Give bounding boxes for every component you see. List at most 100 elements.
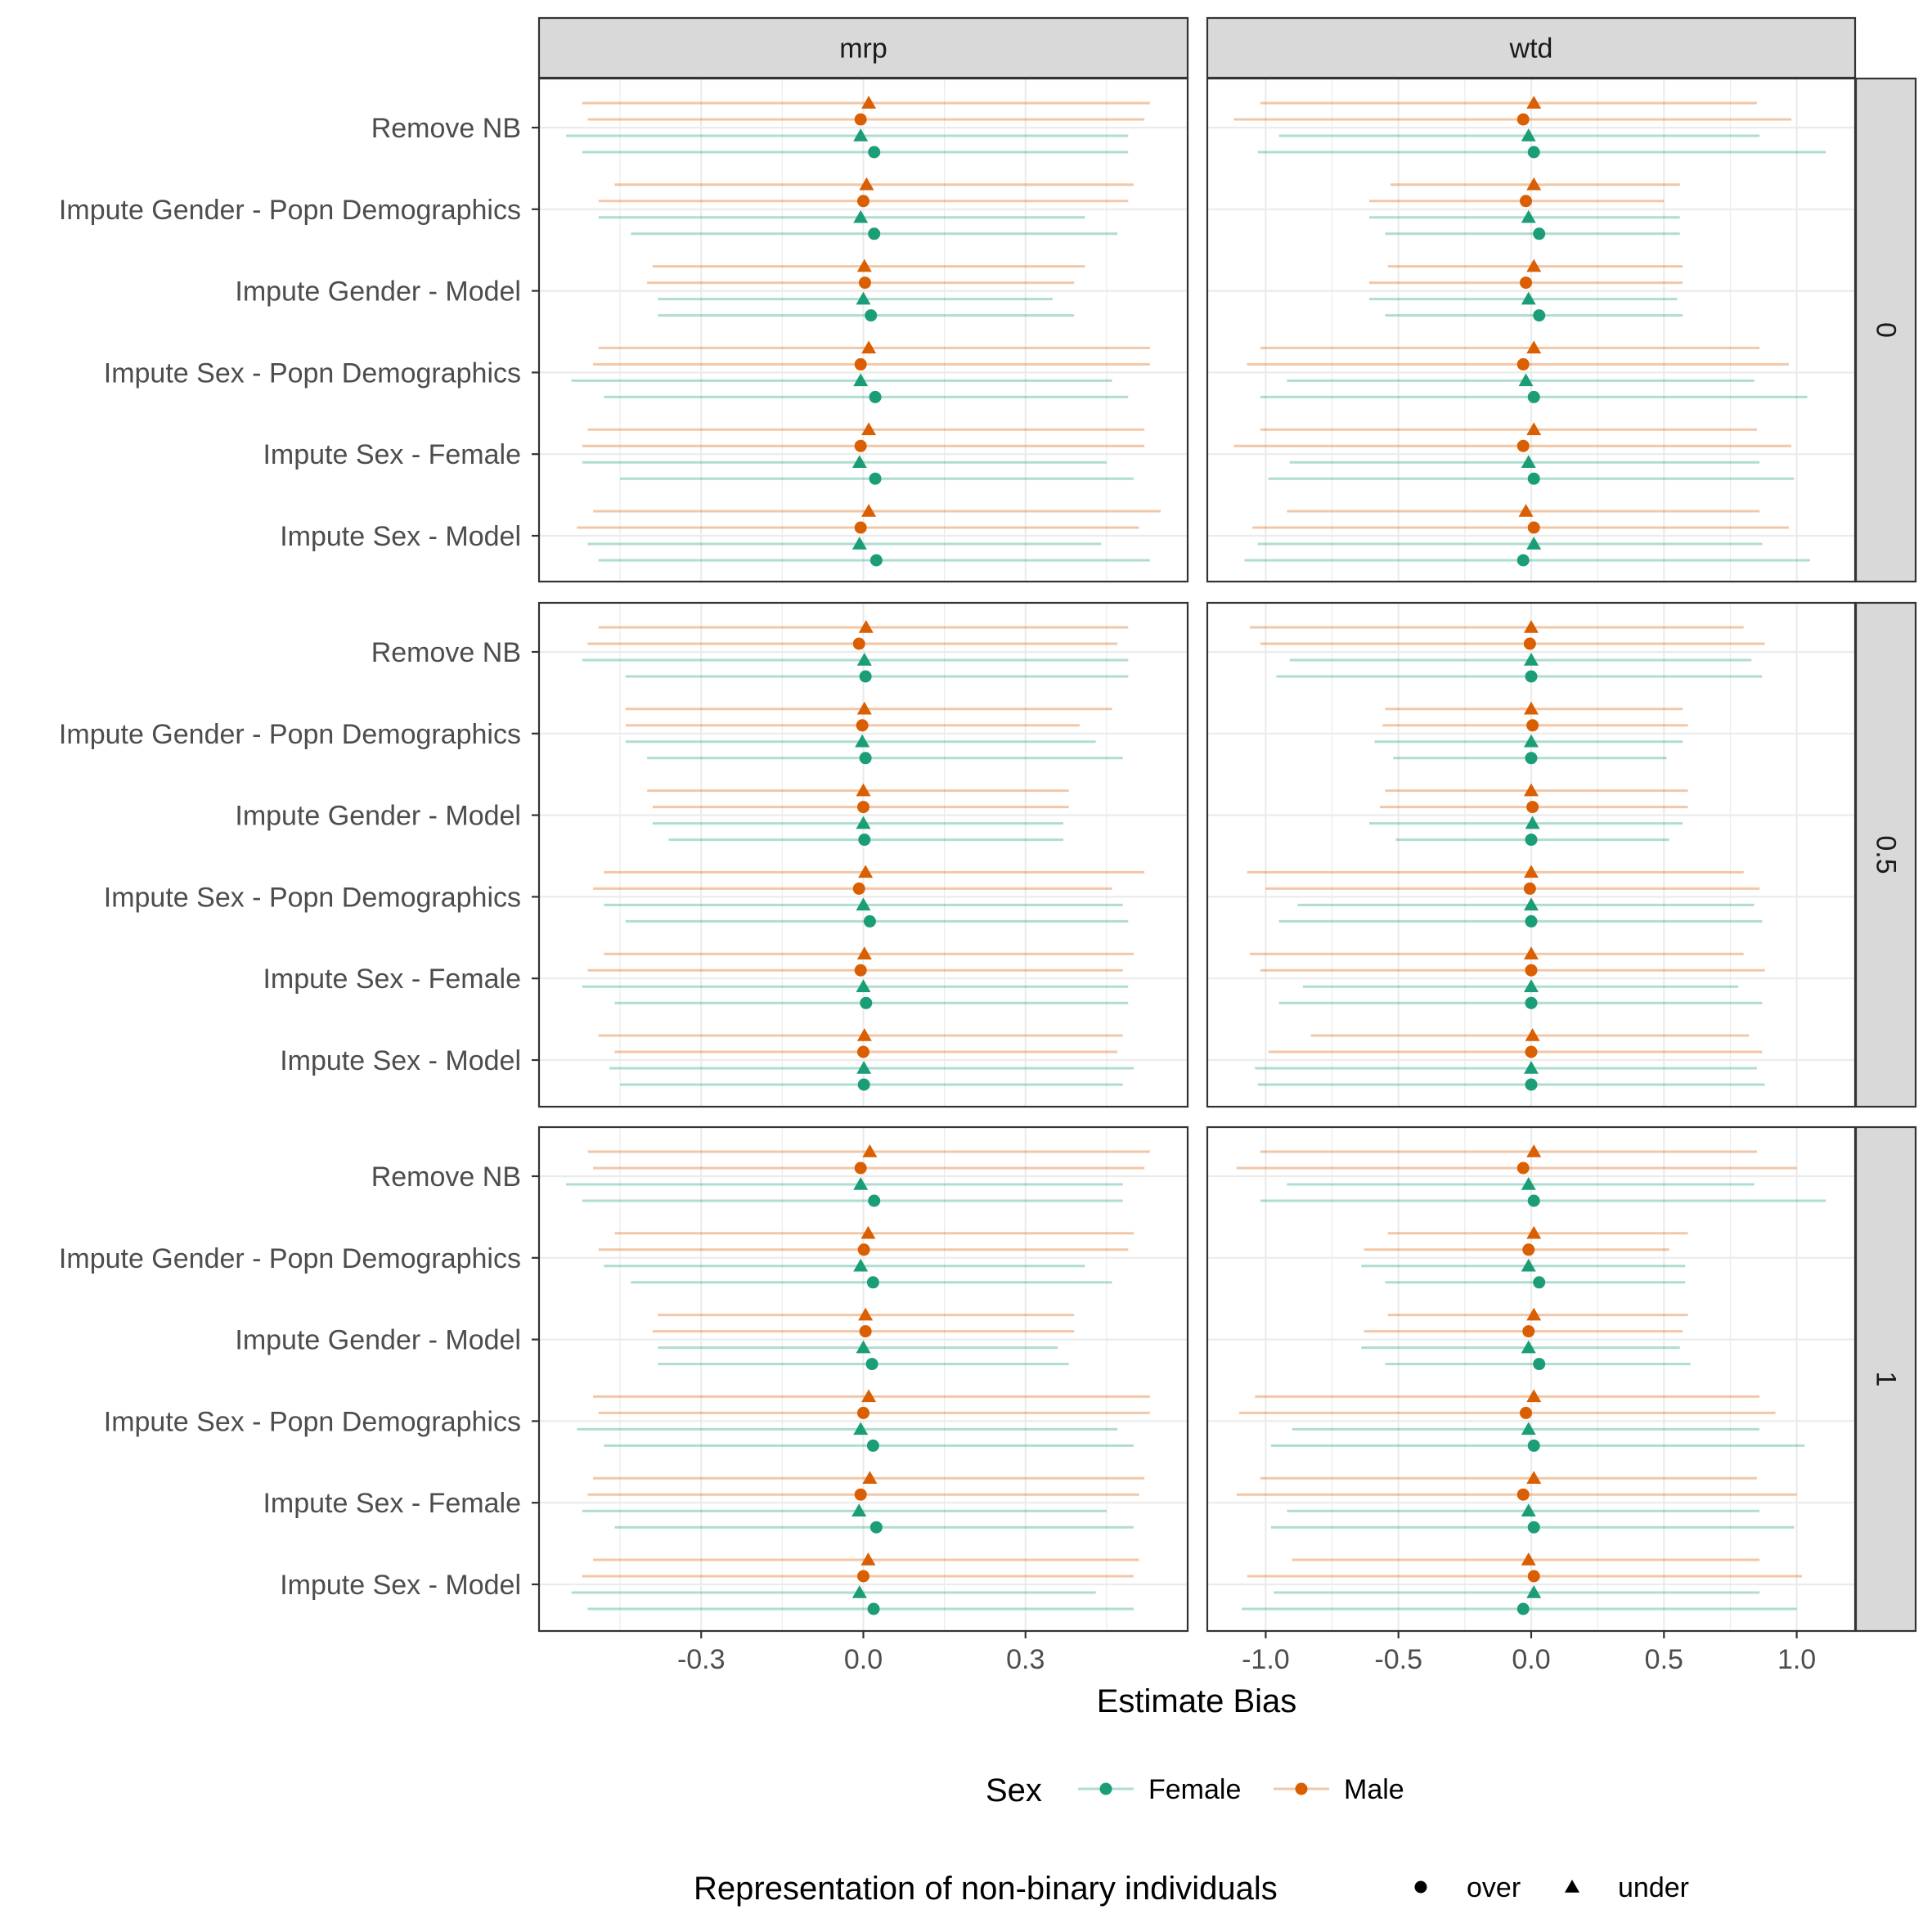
y-tick-label: Impute Sex - Model xyxy=(280,1045,521,1076)
panel-mrp-0 xyxy=(537,77,1189,583)
point-female-under xyxy=(853,128,869,142)
point-female-over xyxy=(1525,752,1538,765)
point-female-under xyxy=(853,1258,869,1272)
point-male-over xyxy=(857,195,869,208)
point-male-under xyxy=(1526,422,1542,435)
point-female-over xyxy=(859,670,872,683)
point-female-over xyxy=(1525,670,1538,683)
x-axis-title: Estimate Bias xyxy=(1097,1683,1297,1719)
point-female-over xyxy=(869,554,883,567)
point-female-over xyxy=(1527,472,1540,485)
legend-label-under: under xyxy=(1618,1872,1689,1903)
point-female-under xyxy=(851,537,867,550)
point-female-over xyxy=(1533,227,1546,240)
y-tick-label: Impute Gender - Model xyxy=(235,801,521,832)
y-tick-label: Impute Sex - Model xyxy=(280,1570,521,1601)
point-female-under xyxy=(1526,537,1542,550)
y-axis-labels: Remove NB Impute Gender - Popn Demographi… xyxy=(59,113,539,1601)
legend-label-over: over xyxy=(1467,1872,1521,1903)
point-male-over xyxy=(1516,113,1530,126)
legend-label-male: Male xyxy=(1344,1774,1404,1805)
x-tick-label: -1.0 xyxy=(1242,1644,1290,1675)
point-male-over xyxy=(857,1570,869,1583)
point-female-over xyxy=(1516,554,1530,567)
x-tick-label: 0.0 xyxy=(1512,1644,1550,1675)
point-female-under xyxy=(1521,1177,1536,1190)
point-female-under xyxy=(853,209,869,223)
point-female-under xyxy=(1526,1585,1542,1598)
point-male-over xyxy=(854,964,867,977)
point-male-over xyxy=(1520,276,1533,290)
point-male-under xyxy=(1518,504,1534,517)
point-female-under xyxy=(856,291,871,305)
point-female-under xyxy=(853,1177,869,1190)
point-female-over xyxy=(863,914,876,928)
point-female-under xyxy=(1521,1340,1536,1354)
point-female-under xyxy=(856,1340,871,1354)
point-male-over xyxy=(1523,637,1536,650)
point-male-under xyxy=(860,1552,876,1566)
panel-border xyxy=(537,601,1189,1108)
point-female-under xyxy=(1524,1061,1539,1074)
y-tick-label: Impute Gender - Popn Demographics xyxy=(59,719,521,750)
point-female-under xyxy=(856,653,872,666)
point-female-over xyxy=(868,227,881,240)
point-male-over xyxy=(852,637,865,650)
x-axis: -0.3 0.0 0.3 -1.0 -0.5 0.0 0.5 1.0 xyxy=(677,1631,1816,1675)
y-tick-label: Impute Sex - Female xyxy=(263,964,521,995)
point-male-under xyxy=(861,96,877,109)
point-female-over xyxy=(858,833,871,847)
panel-wtd-0 xyxy=(1206,77,1857,583)
point-male-over xyxy=(854,113,867,126)
point-female-over xyxy=(869,472,882,485)
point-female-over xyxy=(860,996,873,1009)
point-male-under xyxy=(1524,783,1539,797)
y-tick-label: Remove NB xyxy=(371,113,521,144)
point-male-under xyxy=(862,1144,878,1157)
x-tick-label: 0.5 xyxy=(1645,1644,1683,1675)
point-male-under xyxy=(858,620,874,633)
point-male-over xyxy=(1523,882,1536,895)
point-female-under xyxy=(851,455,867,468)
point-male-over xyxy=(1522,1325,1535,1338)
point-female-under xyxy=(1524,897,1539,911)
point-male-over xyxy=(859,1325,872,1338)
y-tick-label: Impute Gender - Popn Demographics xyxy=(59,195,521,226)
y-tick-label: Impute Sex - Female xyxy=(263,439,521,470)
point-male-under xyxy=(1524,946,1539,959)
strip-background xyxy=(1854,77,1917,583)
strip-background xyxy=(1854,1126,1917,1633)
point-male-over xyxy=(858,276,871,290)
point-female-over xyxy=(865,309,878,322)
legend-key-dot-female xyxy=(1099,1782,1112,1795)
point-male-under xyxy=(1526,1144,1542,1157)
point-female-over xyxy=(865,1358,878,1371)
point-female-over xyxy=(1527,1521,1540,1534)
point-female-over xyxy=(1527,146,1540,159)
strip-col-mrp: mrp xyxy=(537,16,1189,79)
strip-background xyxy=(537,16,1189,79)
point-male-over xyxy=(857,801,869,814)
point-male-under xyxy=(856,946,872,959)
point-male-over xyxy=(857,1045,869,1058)
point-male-under xyxy=(859,177,874,191)
point-male-over xyxy=(854,1161,867,1175)
point-male-over xyxy=(856,719,869,732)
y-tick-label: Impute Sex - Female xyxy=(263,1488,521,1519)
panel-wtd-0.5 xyxy=(1206,601,1857,1108)
point-male-under xyxy=(856,258,872,272)
point-female-under xyxy=(851,1503,867,1516)
facet-strips: mrp wtd 0 0.5 1 xyxy=(537,16,1917,1633)
point-male-over xyxy=(1526,719,1539,732)
point-female-over xyxy=(1527,1439,1540,1452)
point-female-under xyxy=(856,897,871,911)
point-female-under xyxy=(853,1422,869,1436)
legend-shape-title: Representation of non-binary individuals xyxy=(694,1871,1278,1907)
point-female-under xyxy=(1521,1258,1536,1272)
point-female-under xyxy=(1524,979,1539,992)
point-male-under xyxy=(861,1389,877,1403)
point-male-over xyxy=(854,521,867,534)
y-tick-label: Impute Gender - Popn Demographics xyxy=(59,1243,521,1274)
panel-mrp-0.5 xyxy=(537,601,1189,1108)
strip-label: mrp xyxy=(839,34,887,65)
